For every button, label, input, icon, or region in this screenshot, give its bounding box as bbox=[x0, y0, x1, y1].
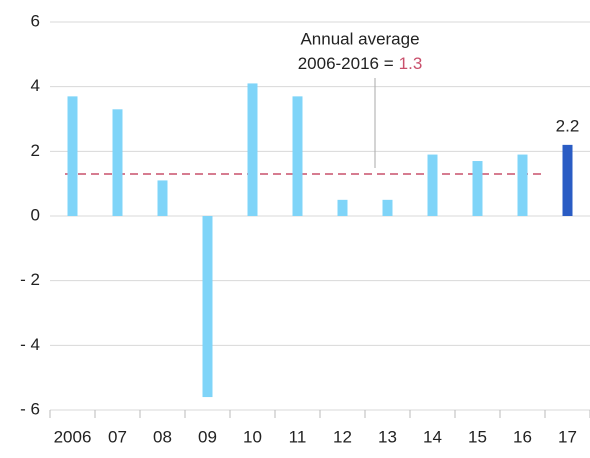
bar bbox=[247, 83, 258, 216]
bar bbox=[337, 199, 348, 216]
x-tick-label: 2006 bbox=[54, 427, 92, 446]
bar bbox=[427, 154, 438, 216]
x-tick-label: 07 bbox=[108, 427, 127, 446]
x-tick-label: 13 bbox=[378, 427, 397, 446]
bar bbox=[202, 216, 213, 398]
bar bbox=[472, 161, 483, 216]
y-tick-label: 0 bbox=[31, 205, 40, 224]
y-tick-label: - 6 bbox=[20, 399, 40, 418]
y-tick-label: 4 bbox=[31, 76, 40, 95]
x-tick-label: 09 bbox=[198, 427, 217, 446]
x-tick-label: 14 bbox=[423, 427, 442, 446]
y-tick-label: 6 bbox=[31, 11, 40, 30]
bar bbox=[67, 96, 78, 216]
x-tick-label: 17 bbox=[558, 427, 577, 446]
annotation-value: 1.3 bbox=[399, 54, 423, 73]
annotation: 2006-2016 = 1.3 bbox=[298, 54, 423, 73]
y-tick-label: - 4 bbox=[20, 335, 40, 354]
x-tick-label: 10 bbox=[243, 427, 262, 446]
bar bbox=[382, 199, 393, 216]
bar bbox=[517, 154, 528, 216]
bar bbox=[157, 180, 168, 216]
annotation: Annual average bbox=[300, 29, 419, 48]
x-tick-label: 12 bbox=[333, 427, 352, 446]
x-tick-label: 08 bbox=[153, 427, 172, 446]
bar bbox=[112, 109, 123, 216]
bar bbox=[562, 144, 573, 216]
annotation-text: 2006-2016 = bbox=[298, 54, 394, 73]
x-tick-label: 16 bbox=[513, 427, 532, 446]
y-tick-label: - 2 bbox=[20, 270, 40, 289]
bar bbox=[292, 96, 303, 216]
x-tick-label: 11 bbox=[289, 427, 307, 446]
y-tick-label: 2 bbox=[31, 141, 40, 160]
data-label: 2.2 bbox=[556, 116, 580, 135]
x-tick-label: 15 bbox=[468, 427, 487, 446]
